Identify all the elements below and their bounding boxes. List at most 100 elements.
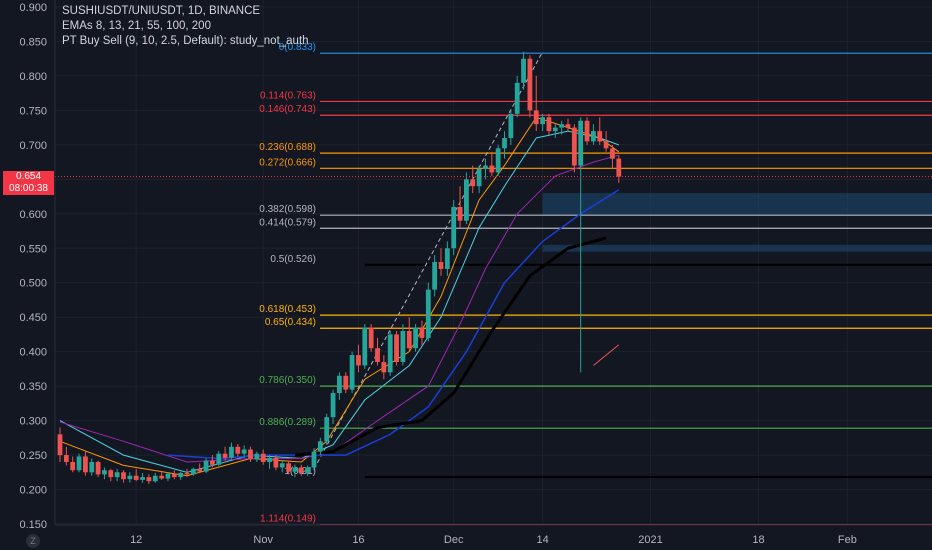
candle-body (406, 330, 412, 349)
candle-body (400, 330, 406, 363)
candle-body (267, 457, 272, 462)
candle-body (152, 475, 158, 482)
candle-body (495, 148, 501, 173)
fib-label: 0(0.833) (279, 42, 316, 53)
ema-indicator-label[interactable]: EMAs 8, 13, 21, 55, 100, 200 (62, 20, 211, 32)
candle-body (133, 475, 139, 480)
candle-body (470, 179, 476, 187)
candle-body (127, 475, 133, 480)
candle-body (184, 472, 190, 475)
candle-body (464, 179, 469, 221)
fib-label: 0.272(0.666) (259, 157, 316, 168)
ema-lines (59, 116, 620, 477)
candle-body (521, 58, 526, 83)
candle-body (597, 131, 603, 142)
candle-body (292, 467, 298, 472)
fib-label: 0.786(0.350) (259, 375, 316, 386)
price-tick-label: 0.250 (19, 450, 47, 462)
candle-body (444, 248, 450, 269)
candle-body (546, 117, 552, 132)
candle-body (235, 446, 241, 454)
candle-body (89, 461, 95, 473)
candle-body (273, 457, 279, 468)
pt-indicator-label[interactable]: PT Buy Sell (9, 10, 2.5, Default): study… (62, 35, 309, 47)
candle-body (165, 473, 171, 479)
candle-body (578, 120, 584, 166)
candle-body (381, 362, 387, 373)
drawing-line (593, 344, 620, 366)
candle-body (70, 461, 76, 471)
tradingview-logo-icon[interactable]: Z (26, 534, 40, 548)
price-tick-label: 0.150 (19, 519, 47, 531)
ema-line (59, 116, 620, 477)
candle-body (178, 472, 184, 478)
zone-rect (542, 193, 932, 216)
fib-label: 0.65(0.434) (265, 317, 316, 328)
candle-body (210, 460, 215, 465)
fib-label: 0.618(0.453) (259, 304, 316, 315)
fib-label: 0.5(0.526) (270, 254, 316, 265)
time-axis-bg (55, 525, 932, 550)
fib-label: 1.114(0.149) (260, 514, 316, 525)
candle-body (337, 375, 342, 394)
ema-line (294, 236, 607, 457)
candle-body (229, 446, 234, 458)
ema-line (59, 154, 619, 463)
price-tick-label: 0.500 (19, 278, 47, 290)
legend: SUSHIUSDT/UNIUSDT, 1D, BINANCE EMAs 8, 1… (62, 4, 309, 49)
candle-body (508, 113, 514, 138)
candle-body (203, 460, 209, 472)
price-axis[interactable]: 0.9000.8500.8000.7500.7000.6500.6000.550… (0, 0, 56, 550)
candle-body (241, 449, 247, 454)
candle-body (603, 141, 609, 149)
fib-label: 0.114(0.763) (260, 90, 316, 101)
candle-body (438, 262, 444, 269)
candle-body (489, 165, 495, 173)
price-tick-label: 0.350 (19, 381, 47, 393)
candle-body (76, 456, 82, 471)
candle-body (432, 262, 438, 290)
fib-label: 0.146(0.743) (259, 104, 316, 115)
candle-body (552, 127, 558, 132)
fib-label: 0.414(0.579) (259, 217, 316, 228)
candle-body (317, 441, 323, 452)
candle-body (375, 348, 380, 363)
symbol-title[interactable]: SUSHIUSDT/UNIUSDT, 1D, BINANCE (62, 5, 261, 17)
price-tick-label: 0.600 (19, 209, 47, 221)
candle-body (394, 334, 399, 363)
candle-body (146, 477, 152, 482)
bar-countdown: 08:00:38 (9, 182, 48, 194)
zones (542, 193, 932, 252)
price-tick-label: 0.200 (19, 485, 47, 497)
time-axis[interactable]: 12 Nov 16 Dec 14 2021 18 Feb (55, 524, 932, 550)
zone-rect (542, 244, 932, 252)
current-price-tag: 0.654 08:00:38 (3, 170, 54, 195)
time-tick-label: 2021 (638, 534, 662, 546)
candle-body (419, 327, 425, 338)
candle-body (584, 120, 590, 142)
candle-body (248, 449, 253, 460)
candle-body (343, 375, 349, 390)
candle-body (362, 327, 368, 366)
candle-body (171, 473, 177, 478)
price-tick-label: 0.450 (19, 312, 47, 324)
candle-body (159, 475, 164, 479)
fib-levels: 0(0.833) 0.114(0.763) 0.146(0.743) 0.236(0.… (259, 42, 932, 526)
price-tick-label: 0.700 (19, 140, 47, 152)
candle-body (108, 470, 114, 478)
time-tick-label: 18 (752, 534, 764, 546)
price-axis-bg (0, 0, 55, 550)
candle-body (286, 463, 291, 472)
candle-body (368, 327, 374, 349)
candle-body (425, 289, 431, 338)
candle-body (349, 355, 355, 390)
time-tick-label: 16 (352, 534, 364, 546)
candle-body (514, 82, 520, 114)
candle-body (610, 148, 615, 159)
candle-body (457, 206, 463, 221)
candle-body (95, 461, 101, 475)
candle-body (483, 165, 488, 169)
candle-body (571, 127, 577, 166)
fib-label: 0.382(0.598) (259, 204, 316, 215)
